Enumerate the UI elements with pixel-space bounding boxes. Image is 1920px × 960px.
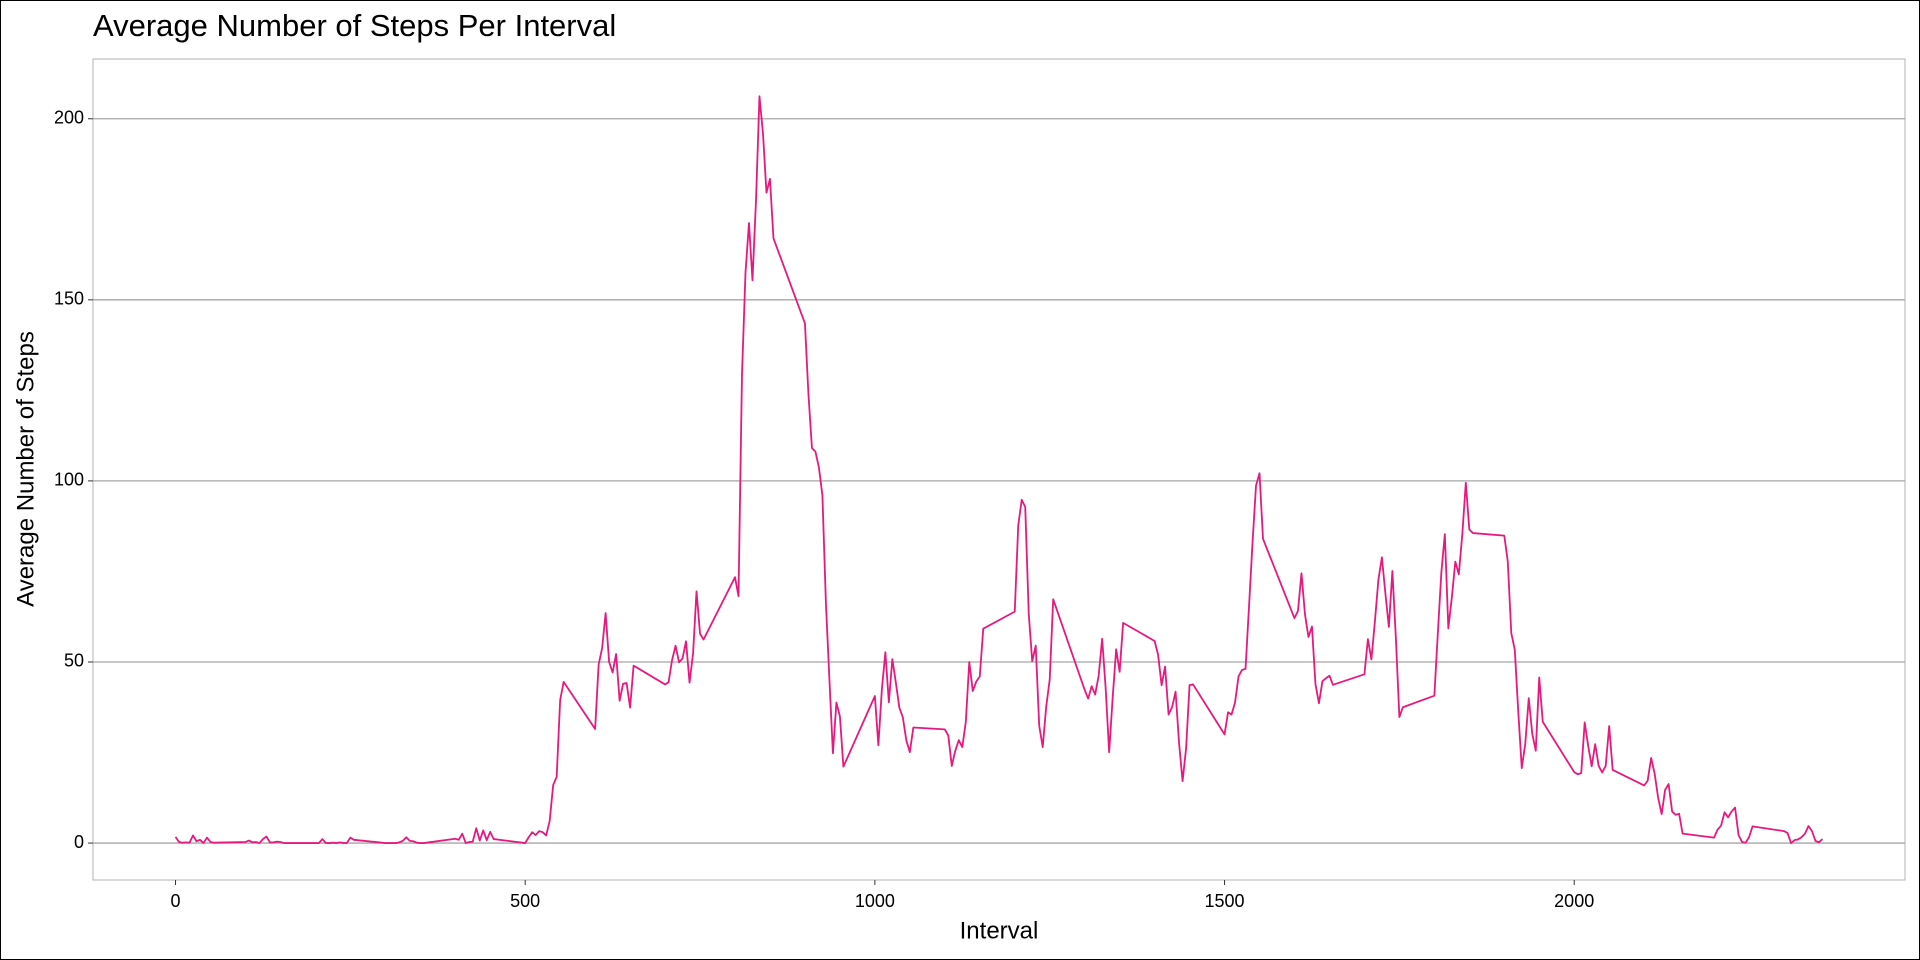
y-axis-label: Average Number of Steps (12, 331, 39, 607)
data-line (174, 95, 1824, 844)
x-tick-label: 0 (171, 891, 181, 911)
y-tick-label: 100 (54, 470, 84, 490)
x-tick-label: 500 (510, 891, 540, 911)
y-tick-label: 200 (54, 108, 84, 128)
y-tick-label: 0 (74, 832, 84, 852)
y-tick-label: 150 (54, 289, 84, 309)
panel (92, 58, 1906, 881)
x-tick-label: 1000 (855, 891, 895, 911)
x-tick-label: 2000 (1554, 891, 1594, 911)
y-tick-label: 50 (64, 651, 84, 671)
chart-title: Average Number of Steps Per Interval (93, 8, 616, 43)
x-axis-label: Interval (960, 917, 1039, 944)
x-tick-label: 1500 (1205, 891, 1245, 911)
